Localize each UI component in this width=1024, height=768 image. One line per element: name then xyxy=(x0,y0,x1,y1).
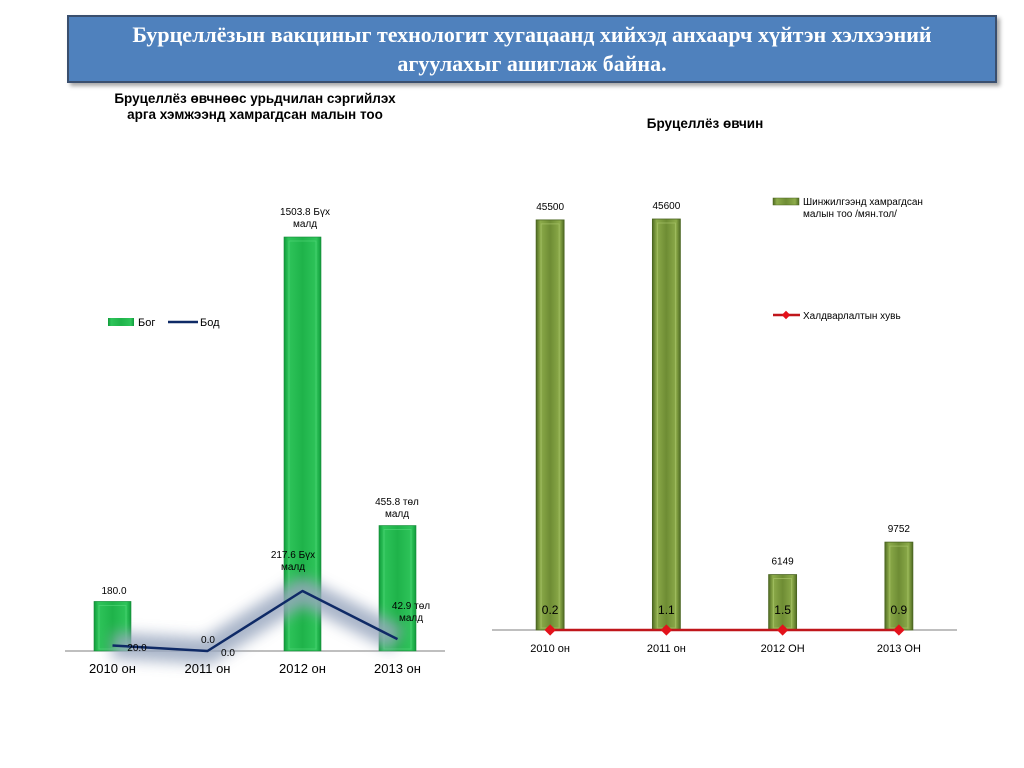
chart2-bar-2011-он xyxy=(651,218,681,631)
chart1-title: Бруцеллёз өвчнөөс урьдчилан сэргийлэх ар… xyxy=(114,91,396,122)
chart2-legend-swatch-bars xyxy=(772,197,800,206)
chart1-legend-swatch-bog xyxy=(108,318,134,326)
chart2-title: Бруцеллёз өвчин xyxy=(646,116,764,131)
chart1-line-bod xyxy=(112,589,399,653)
chart2-line-marker xyxy=(544,624,556,636)
chart2-line-label: 0.9 xyxy=(891,603,908,617)
chart2-line-label: 0.2 xyxy=(542,603,559,617)
chart2-category-label: 2013 ОН xyxy=(877,643,921,655)
chart1-category-label: 2011 он xyxy=(185,661,231,676)
chart2-line-marker xyxy=(893,624,905,636)
chart1-line-label: 217.6 Бүх малд xyxy=(271,550,315,573)
chart2-category-label: 2011 он xyxy=(647,643,686,655)
chart1-legend-label-bog: Бог xyxy=(138,317,155,329)
chart2-category-label: 2010 он xyxy=(530,643,570,655)
chart2-bar-label: 45500 xyxy=(536,202,564,213)
chart2-line-marker xyxy=(776,624,789,636)
chart1-category-label: 2012 он xyxy=(279,661,326,676)
chart1-bar-label: 1503.8 Бүх малд xyxy=(280,207,330,230)
title-banner: Бурцеллёзын вакциныг технологит хугацаан… xyxy=(67,15,997,83)
chart2-line-label: 1.1 xyxy=(658,603,675,617)
banner-title: Бурцеллёзын вакциныг технологит хугацаан… xyxy=(132,22,932,76)
chart2-line-label: 1.5 xyxy=(774,603,791,617)
chart2-legend-label-line: Халдварлалтын хувь xyxy=(803,311,901,322)
chart1-bar-label: 0.0 xyxy=(201,635,215,646)
chart1-line-label: 20.0 xyxy=(127,643,147,654)
chart2-legend-label-bars: Шинжилгээнд хамрагдсан малын тоо /мян.тол… xyxy=(803,197,923,220)
chart1-bar-label: 180.0 xyxy=(101,586,126,597)
chart1-bar-label: 455.8 төл малд xyxy=(375,497,419,520)
chart1-category-label: 2013 он xyxy=(374,661,421,676)
chart2-line-marker xyxy=(660,624,673,636)
chart1-line-label: 42.9 төл малд xyxy=(392,601,430,624)
chart2-category-label: 2012 ОН xyxy=(761,643,805,655)
chart2-legend-marker xyxy=(781,310,791,320)
chart2-bar-label: 6149 xyxy=(772,557,795,568)
chart2-bar-2010-он xyxy=(535,219,565,631)
chart2-bar-label: 45600 xyxy=(652,201,680,212)
chart2-bar-label: 9752 xyxy=(888,524,911,535)
chart1-bar-bevel xyxy=(383,529,412,650)
chart1-bar-bevel xyxy=(288,240,317,650)
chart1-line-label: 0.0 xyxy=(221,648,235,659)
chart1-legend-label-bod: Бод xyxy=(200,317,220,329)
chart1-category-label: 2010 он xyxy=(89,661,136,676)
